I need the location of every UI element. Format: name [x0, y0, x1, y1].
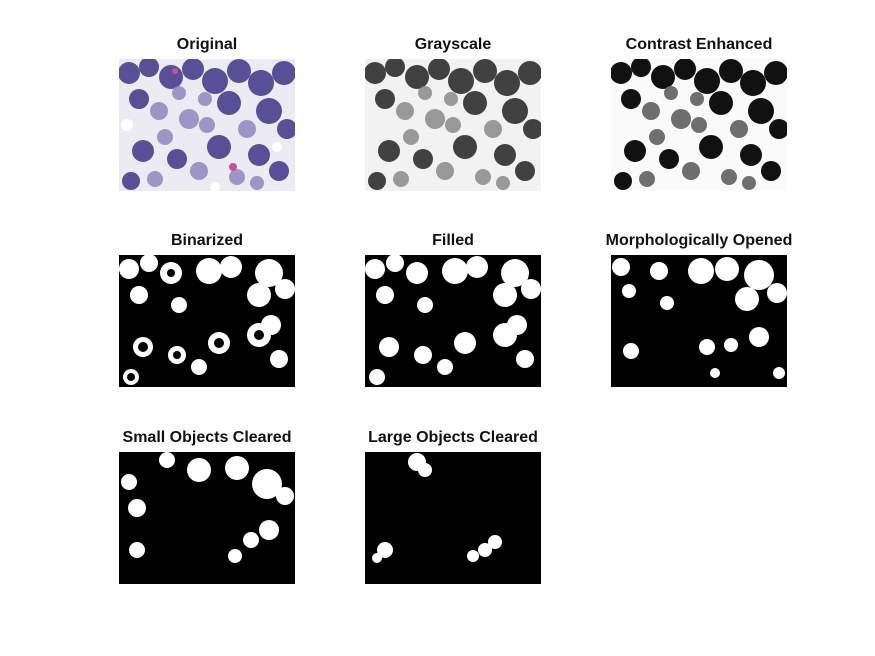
panel-title: Grayscale: [414, 36, 492, 53]
small-objects-cleared-image: [119, 452, 295, 584]
grayscale-image: [365, 59, 541, 191]
panel-title: Morphologically Opened: [605, 232, 793, 249]
panel-title: Large Objects Cleared: [368, 429, 538, 446]
panel-title: Binarized: [170, 232, 243, 249]
large-objects-cleared-image: [365, 452, 541, 584]
panel-title: Small Objects Cleared: [122, 429, 292, 446]
binarized-image: [119, 255, 295, 387]
panel-title: Contrast Enhanced: [625, 36, 773, 53]
panel-title: Original: [176, 36, 238, 53]
original-image: [119, 59, 295, 191]
morphologically-opened-image: [611, 255, 787, 387]
filled-image: [365, 255, 541, 387]
contrast-enhanced-image: [611, 59, 787, 191]
panel-title: Filled: [432, 232, 474, 249]
